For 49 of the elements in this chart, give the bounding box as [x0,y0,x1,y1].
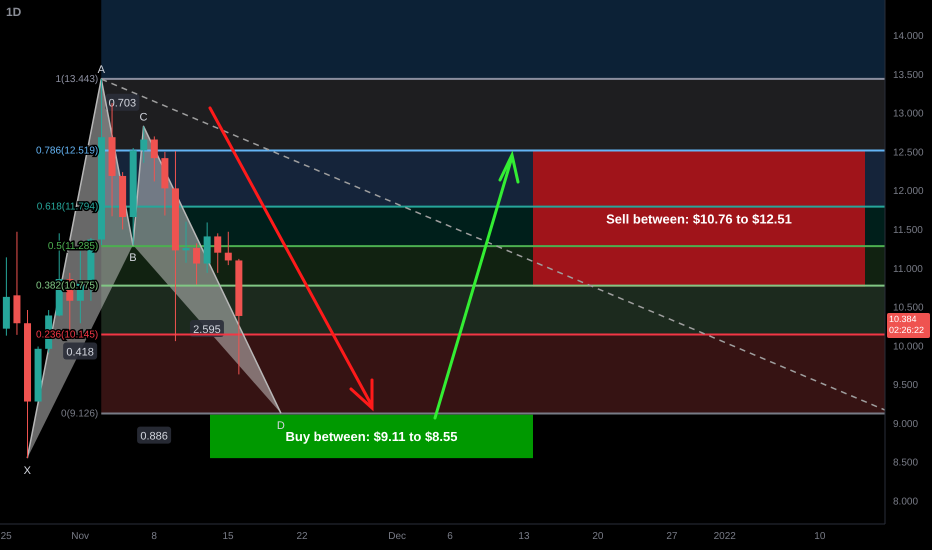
y-tick-label: 8.000 [893,496,918,508]
x-tick-label: 13 [518,531,530,542]
band-label: Buy between: $9.11 to $8.55 [286,429,458,444]
x-tick-label: 10 [814,531,826,542]
annotation: 0.418 [66,346,94,359]
x-tick-label: 6 [447,531,454,542]
text: 02:26:22 [889,324,924,335]
candlestick [214,232,222,274]
annotation: 0.703 [108,98,136,110]
y-tick-label: 13.500 [893,70,924,81]
candlestick [193,242,200,285]
band-label: Sell between: $10.76 to $12.51 [606,212,792,227]
x-tick-label: 22 [296,531,308,542]
annotation: X [24,465,32,478]
y-tick-label: 10.500 [893,302,924,314]
y-tick-label: 12.000 [893,186,924,198]
x-tick-label: 20 [592,531,604,542]
x-tick-label: 15 [222,531,234,542]
y-tick-label: 11.500 [893,224,924,236]
text: 10.384 [889,314,917,324]
ref-line-label: 0(9.126) [61,408,98,420]
ref-line-label: 1(13.443) [55,74,98,85]
annotation: 0.886 [140,430,168,443]
annotation: D [276,420,285,432]
annotation: 2.595 [193,324,221,336]
y-tick-label: 10.000 [893,341,924,352]
y-tick-label: 9.500 [893,380,918,392]
annotation: A [98,64,106,76]
y-tick-label: 12.500 [893,147,924,158]
x-tick-label: 8 [151,531,158,542]
x-tick-label: Dec [388,531,406,542]
candlestick [150,136,158,182]
x-tick-label: 27 [666,531,678,542]
y-tick-label: 11.000 [893,264,924,275]
annotation: C [140,111,148,124]
y-tick-label: 13.000 [893,108,924,120]
candlestick [182,221,190,264]
x-tick-label: Nov [71,531,90,542]
ref-line-label: 0.5(11.285) [48,241,98,252]
y-tick-label: 9.000 [893,418,918,430]
ref-line-label: 0.382(10.775) [36,280,98,292]
y-tick-label: 14.000 [893,31,924,42]
x-tick-label: 2022 [714,531,736,542]
candlestick [140,126,148,164]
chart-title: 1D [6,5,22,19]
annotation: B [129,252,137,264]
y-tick-label: 8.500 [893,458,918,469]
x-tick-label: 25 [0,531,12,542]
candlestick [224,231,232,266]
